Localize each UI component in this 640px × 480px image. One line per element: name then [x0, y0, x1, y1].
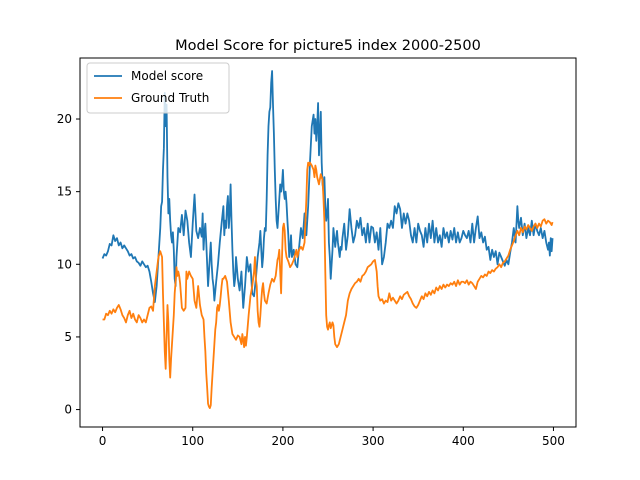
x-tick-label: 100 [181, 434, 204, 448]
x-axis: 0 100 200 300 400 500 [99, 427, 565, 448]
x-tick-label: 300 [362, 434, 385, 448]
x-tick-label: 400 [452, 434, 475, 448]
y-tick-label: 20 [57, 112, 72, 126]
axes-frame [79, 57, 577, 428]
y-axis: 0 5 10 15 20 [57, 112, 80, 417]
series-line-ground-truth [102, 161, 554, 410]
y-tick-label: 0 [64, 403, 72, 417]
legend: Model score Ground Truth [86, 62, 230, 114]
series-line-model-score [101, 70, 554, 309]
chart-title: Model Score for picture5 index 2000-2500 [175, 38, 481, 54]
x-tick-label: 200 [271, 434, 294, 448]
x-tick-label: 500 [542, 434, 565, 448]
y-tick-label: 10 [57, 257, 72, 271]
y-tick-label: 5 [64, 330, 72, 344]
x-tick-label: 0 [99, 434, 107, 448]
plot-area [101, 70, 554, 410]
y-tick-label: 15 [57, 185, 72, 199]
legend-label-model-score: Model score [131, 69, 203, 83]
legend-box [86, 62, 230, 114]
legend-label-ground-truth: Ground Truth [131, 91, 209, 105]
